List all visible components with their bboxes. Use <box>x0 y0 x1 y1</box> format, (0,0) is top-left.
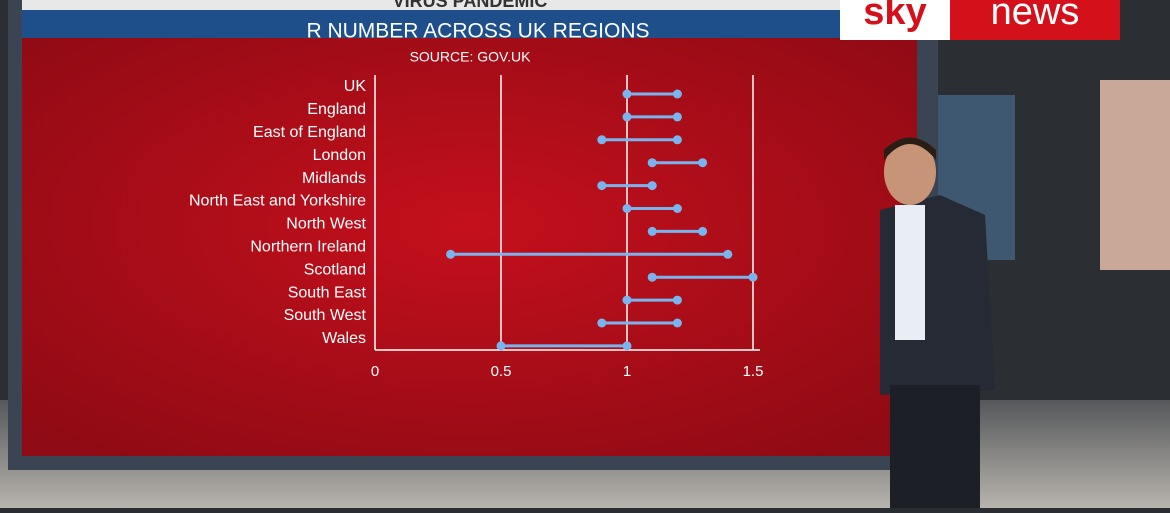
category-label: Scotland <box>304 261 366 278</box>
plot: 0 0.5 1 1.5 UK England East of England London Mi… <box>189 75 763 380</box>
low-dot <box>622 112 632 122</box>
category-label: South East <box>288 284 367 301</box>
logo-box <box>840 0 950 40</box>
presenter <box>880 137 995 508</box>
category-label: North East and Yorkshire <box>189 193 366 210</box>
high-dot <box>672 204 682 213</box>
chart-panel <box>22 38 917 456</box>
category-label: North West <box>286 216 366 233</box>
x-tick-label: 0 <box>371 363 379 380</box>
low-dot <box>647 158 657 168</box>
x-tick-label: 1 <box>623 363 631 380</box>
category-label: Wales <box>322 330 366 347</box>
low-dot <box>647 226 657 236</box>
low-dot <box>597 135 607 145</box>
category-label: England <box>307 101 366 118</box>
category-label: Northern Ireland <box>250 239 366 256</box>
category-label: London <box>313 147 366 164</box>
high-dot <box>723 249 733 259</box>
low-dot <box>622 89 632 99</box>
high-dot <box>672 318 682 328</box>
high-dot <box>698 226 708 236</box>
high-dot <box>672 112 682 122</box>
category-label: South West <box>284 307 367 324</box>
logo-box-2 <box>950 0 1120 40</box>
high-dot <box>698 158 708 168</box>
trousers <box>890 385 980 508</box>
x-tick-label: 1.5 <box>743 363 764 380</box>
high-dot <box>672 89 682 99</box>
low-dot <box>597 318 607 328</box>
hair <box>884 137 936 160</box>
shirt <box>895 205 925 340</box>
high-dot <box>672 135 682 145</box>
head <box>884 139 936 205</box>
low-dot <box>647 272 657 282</box>
low-dot <box>622 204 632 213</box>
logo-sky: sky <box>863 0 926 33</box>
logo-news: news <box>991 0 1080 33</box>
chart-subtitle: SOURCE: GOV.UK <box>410 49 532 65</box>
title-bar <box>22 10 917 40</box>
category-label: UK <box>344 78 367 95</box>
chart-title: R NUMBER ACROSS UK REGIONS <box>306 20 649 43</box>
high-dot <box>647 181 657 191</box>
low-dot <box>622 295 632 305</box>
x-tick-label: 0.5 <box>491 363 512 380</box>
banner: VIRUS PANDEMIC <box>393 0 548 11</box>
category-label: East of England <box>253 124 366 141</box>
low-dot <box>597 181 607 191</box>
banner-strip <box>22 0 917 10</box>
high-dot <box>672 295 682 305</box>
high-dot <box>622 341 632 351</box>
low-dot <box>446 249 456 259</box>
side-screen-2 <box>1100 80 1170 270</box>
low-dot <box>496 341 506 351</box>
high-dot <box>748 272 758 282</box>
category-label: Midlands <box>302 170 366 187</box>
